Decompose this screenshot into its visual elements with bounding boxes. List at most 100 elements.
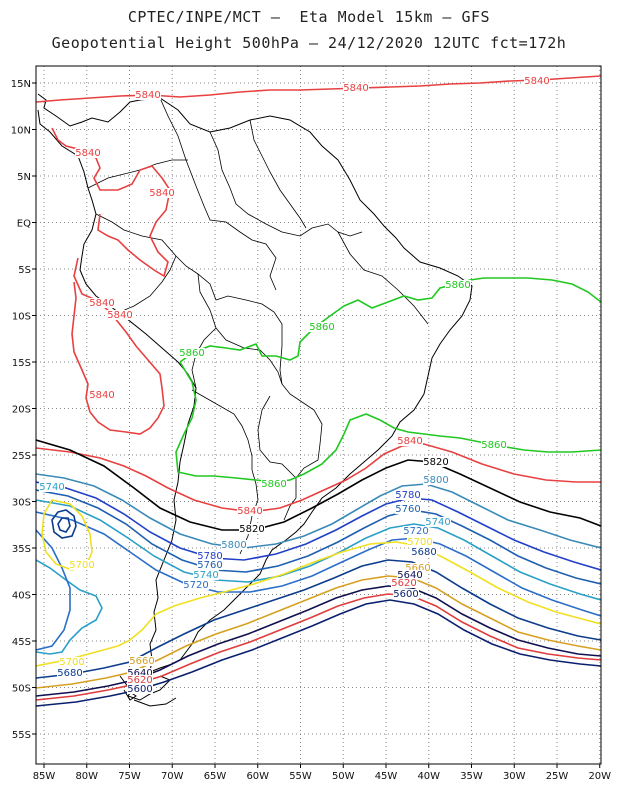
contour-label-bg: [395, 490, 421, 500]
lat-label: 5N: [17, 172, 31, 183]
contour-label-bg: [179, 348, 205, 358]
lat-label: 5S: [18, 265, 31, 276]
contour-label-5700: 5700: [69, 560, 94, 571]
contour-label-bg: [481, 440, 507, 450]
map-title: CPTEC/INPE/MCT – Eta Model 15km – GFS: [127, 8, 491, 26]
contour-label-5840: 5840: [397, 436, 422, 447]
contour-label-5780: 5780: [197, 551, 222, 562]
contour-label-5660: 5660: [405, 563, 430, 574]
contour-5740-loop: [36, 559, 103, 655]
lon-label: 25W: [546, 771, 569, 782]
contour-label-5840: 5840: [75, 148, 100, 159]
contour-label-5840: 5840: [135, 90, 160, 101]
lon-label: 80W: [75, 771, 98, 782]
contour-label-5600: 5600: [393, 589, 418, 600]
contour-label-bg: [239, 524, 265, 534]
contour-5840-northwest: [51, 127, 171, 278]
contour-label-bg: [89, 298, 115, 308]
contour-label-5700: 5700: [407, 537, 432, 548]
lat-label: 10N: [11, 126, 31, 137]
contour-label-5840: 5840: [89, 390, 114, 401]
contour-label-5600: 5600: [127, 684, 152, 695]
contour-label-5860: 5860: [481, 440, 506, 451]
contour-label-5860: 5860: [261, 479, 286, 490]
contour-label-bg: [343, 83, 369, 93]
contour-5860-south: [175, 361, 601, 483]
contour-label-bg: [423, 457, 449, 467]
contour-label-bg: [221, 540, 247, 550]
contour-label-5760: 5760: [197, 560, 222, 571]
contour-label-bg: [59, 657, 85, 667]
lon-label: 65W: [204, 771, 227, 782]
contour-5620: [36, 593, 601, 701]
contour-label-bg: [197, 560, 223, 570]
contour-label-bg: [411, 547, 437, 557]
lon-label: 50W: [332, 771, 355, 782]
lat-label: 55S: [12, 730, 31, 741]
contour-label-bg: [75, 148, 101, 158]
lat-label: 15S: [12, 358, 31, 369]
contour-label-bg: [397, 570, 423, 580]
contour-label-5860: 5860: [445, 280, 470, 291]
contour-label-bg: [197, 551, 223, 561]
contour-label-bg: [135, 90, 161, 100]
contour-label-5760: 5760: [395, 504, 420, 515]
contour-label-5740: 5740: [425, 517, 450, 528]
lat-label: 10S: [12, 312, 31, 323]
contour-label-bg: [39, 482, 65, 492]
lat-lon-grid: [32, 66, 601, 768]
contour-5700: [129, 541, 601, 641]
lon-label: 20W: [588, 771, 611, 782]
map-frame: [35, 65, 602, 765]
contour-label-5840: 5840: [343, 83, 368, 94]
contour-label-bg: [397, 436, 423, 446]
contour-label-bg: [309, 322, 335, 332]
contour-label-5800: 5800: [221, 540, 246, 551]
contour-label-5620: 5620: [127, 675, 152, 686]
contour-label-bg: [407, 537, 433, 547]
contour-label-5680: 5680: [57, 668, 82, 679]
lon-label: 70W: [161, 771, 184, 782]
contour-label-bg: [127, 675, 153, 685]
lat-label: 45S: [12, 637, 31, 648]
contour-label-5840: 5840: [524, 76, 549, 87]
contour-label-bg: [524, 76, 550, 86]
contour-label-bg: [405, 563, 431, 573]
contour-label-5840: 5840: [237, 506, 262, 517]
contour-label-bg: [69, 560, 95, 570]
lat-label: 50S: [12, 684, 31, 695]
lat-label: 25S: [12, 451, 31, 462]
contour-label-5820: 5820: [239, 524, 264, 535]
contour-label-5780: 5780: [395, 490, 420, 501]
contour-label-5640: 5640: [397, 570, 422, 581]
contour-label-bg: [129, 656, 155, 666]
contour-label-bg: [445, 280, 471, 290]
contour-5660: [36, 575, 601, 689]
contour-label-bg: [57, 668, 83, 678]
lon-label: 75W: [118, 771, 141, 782]
contour-label-bg: [425, 517, 451, 527]
contour-label-bg: [149, 188, 175, 198]
contour-5760: [36, 489, 601, 585]
contour-label-bg: [89, 390, 115, 400]
contour-5680: [36, 559, 601, 679]
lon-label: 85W: [33, 771, 56, 782]
lon-label: 45W: [375, 771, 398, 782]
lat-label: EQ: [17, 219, 31, 230]
lon-label: 40W: [417, 771, 440, 782]
contour-5800: [36, 473, 601, 549]
lon-label: 35W: [460, 771, 483, 782]
contour-label-5840: 5840: [107, 310, 132, 321]
contour-5840-north: [36, 75, 601, 103]
contour-label-5620: 5620: [391, 578, 416, 589]
lat-label: 40S: [12, 591, 31, 602]
contour-5660-low: [57, 517, 71, 533]
contour-label-bg: [423, 475, 449, 485]
contour-label-bg: [391, 578, 417, 588]
contour-label-5640: 5640: [127, 668, 152, 679]
contour-label-5840: 5840: [89, 298, 114, 309]
contour-5780: [36, 481, 601, 571]
contour-label-5860: 5860: [179, 348, 204, 359]
contour-label-5820: 5820: [423, 457, 448, 468]
